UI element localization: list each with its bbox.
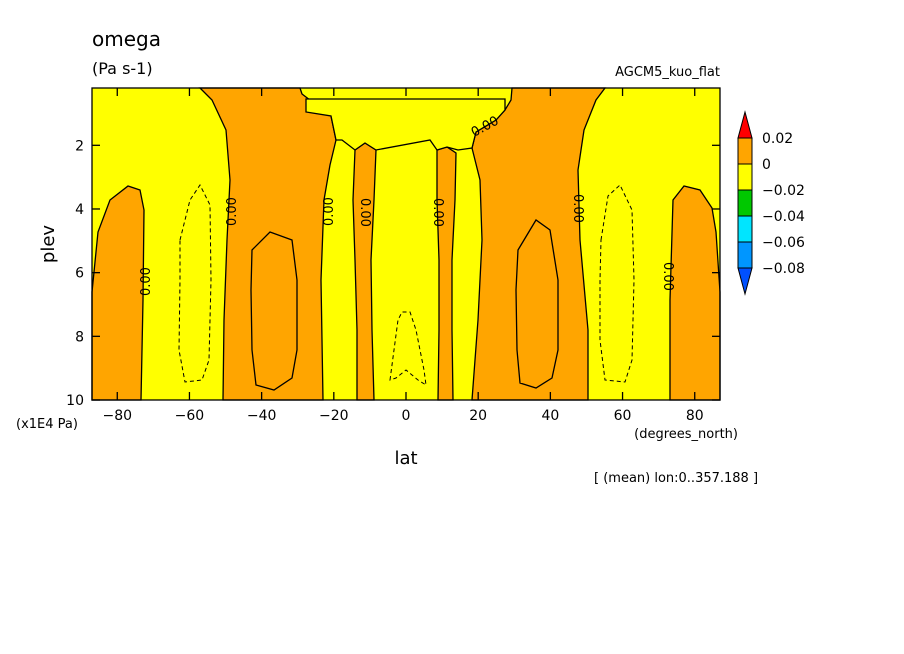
x-tick-label: −60: [175, 408, 205, 424]
chart-title: omega: [92, 27, 161, 51]
colorbar-label: −0.02: [762, 183, 805, 199]
y-axis: 2 4 6 8 10: [66, 138, 720, 409]
x-tick-label: −20: [319, 408, 349, 424]
colorbar-swatch: [737, 137, 753, 165]
colorbar-label: −0.06: [762, 235, 805, 251]
contour-label: 0.00: [357, 198, 372, 227]
colorbar: 0.02 0 −0.02 −0.04 −0.06 −0.08: [737, 110, 805, 296]
colorbar-swatch: [737, 241, 753, 269]
x-tick-label: 40: [541, 408, 559, 424]
x-tick-label: 20: [469, 408, 487, 424]
dashed-right: [599, 184, 635, 383]
x-tick-label: −40: [247, 408, 277, 424]
model-label: AGCM5_kuo_flat: [615, 65, 720, 80]
x-tick-label: 60: [614, 408, 632, 424]
y-tick-label: 10: [66, 393, 84, 409]
colorbar-label: −0.08: [762, 261, 805, 277]
chart-units: (Pa s-1): [92, 59, 153, 78]
contour-label: 0.00: [570, 194, 585, 223]
region-right-equatorial: [436, 146, 457, 401]
x-axis-label: lat: [394, 448, 417, 469]
plot-area: 0.00 0.00 0.00 0.00 0.00 0.00 0.00 0.00: [91, 87, 721, 401]
colorbar-swatch: [737, 163, 753, 191]
colorbar-swatch: [737, 189, 753, 217]
x-tick-label: 0: [402, 408, 411, 424]
colorbar-label: −0.04: [762, 209, 805, 225]
dashed-left: [178, 184, 212, 383]
y-tick-label: 2: [75, 138, 84, 154]
y-tick-label: 6: [75, 266, 84, 282]
colorbar-swatch: [737, 215, 753, 243]
colorbar-arrow-top: [737, 110, 753, 139]
colorbar-arrow-bottom: [737, 267, 753, 296]
contour-label: 0.00: [322, 197, 337, 226]
region-right-polar: [669, 185, 721, 401]
region-top-center: [305, 98, 506, 151]
y-tick-label: 8: [75, 329, 84, 345]
core-right: [515, 219, 559, 389]
core-left: [250, 231, 298, 391]
x-tick-label: −80: [102, 408, 132, 424]
x-tick-label: 80: [686, 408, 704, 424]
y-axis-label: plev: [38, 225, 59, 264]
x-axis-unit: (degrees_north): [634, 427, 738, 442]
contour-label: 0.00: [430, 198, 445, 227]
colorbar-label: 0: [762, 157, 771, 173]
dashed-center: [389, 311, 427, 386]
y-axis-unit: (x1E4 Pa): [16, 417, 78, 432]
core-regions: [250, 219, 559, 391]
negative-contours: [178, 184, 635, 386]
colorbar-label: 0.02: [762, 131, 793, 147]
mean-note: [ (mean) lon:0..357.188 ]: [594, 471, 758, 486]
y-tick-label: 4: [75, 202, 84, 218]
contour-label: 0.00: [139, 267, 154, 296]
x-axis: −80 −60 −40 −20 0 20 40 60 80: [102, 88, 704, 424]
contour-label: 0.00: [225, 197, 240, 226]
contour-label: 0.00: [660, 262, 675, 291]
